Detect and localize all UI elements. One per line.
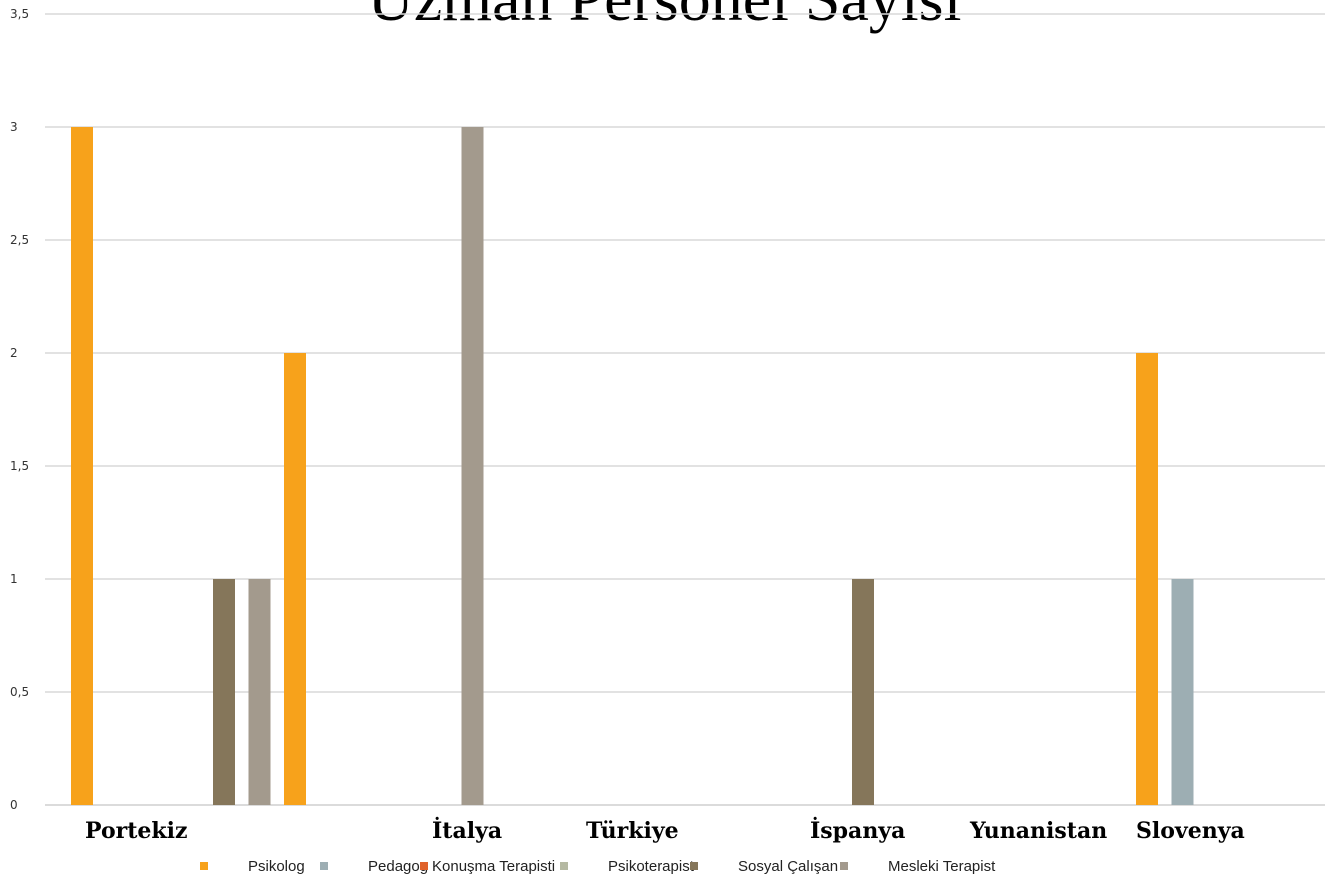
- bar: [284, 353, 306, 805]
- y-tick-label: 2: [10, 346, 18, 360]
- chart-title: Uzman Personel Sayısı: [0, 0, 1329, 36]
- bar: [1171, 579, 1194, 805]
- y-tick-label: 1: [10, 572, 18, 586]
- legend-swatch: [560, 862, 568, 870]
- x-category-label: Portekiz: [85, 818, 187, 844]
- bar: [248, 579, 271, 805]
- legend-item: Psikoterapist: [560, 858, 694, 875]
- bar: [852, 579, 874, 805]
- bar: [71, 127, 93, 805]
- legend-label: Mesleki Terapist: [888, 857, 996, 875]
- y-tick-label: 3,5: [10, 7, 29, 21]
- x-category-label: İtalya: [432, 816, 502, 844]
- legend-label: Psikolog: [248, 857, 305, 875]
- x-category-label: Slovenya: [1136, 818, 1245, 844]
- bar: [213, 579, 235, 805]
- x-category-label: İspanya: [810, 816, 905, 844]
- y-tick-label: 3: [10, 120, 18, 134]
- bar: [461, 127, 484, 805]
- legend-item: Sosyal Çalışan: [690, 858, 838, 875]
- legend-item: Konuşma Terapisti: [420, 858, 555, 875]
- legend-label: Konuşma Terapisti: [432, 857, 556, 875]
- legend-item: Mesleki Terapist: [840, 858, 995, 875]
- legend-label: Pedagog: [368, 857, 429, 875]
- legend-item: Pedagog: [320, 858, 428, 875]
- x-category-label: Yunanistan: [969, 818, 1107, 844]
- legend-swatch: [200, 862, 208, 870]
- y-tick-label: 1,5: [10, 459, 29, 473]
- x-category-label: Türkiye: [586, 818, 679, 844]
- y-tick-label: 2,5: [10, 233, 29, 247]
- legend-swatch: [320, 862, 328, 870]
- legend-label: Sosyal Çalışan: [738, 857, 839, 875]
- legend-label: Psikoterapist: [608, 857, 694, 875]
- y-tick-label: 0: [10, 798, 18, 812]
- legend-swatch: [840, 862, 848, 870]
- y-tick-label: 0,5: [10, 685, 29, 699]
- bar: [1136, 353, 1158, 805]
- legend-item: Psikolog: [200, 858, 305, 875]
- legend-swatch: [420, 862, 428, 870]
- legend-swatch: [690, 862, 698, 870]
